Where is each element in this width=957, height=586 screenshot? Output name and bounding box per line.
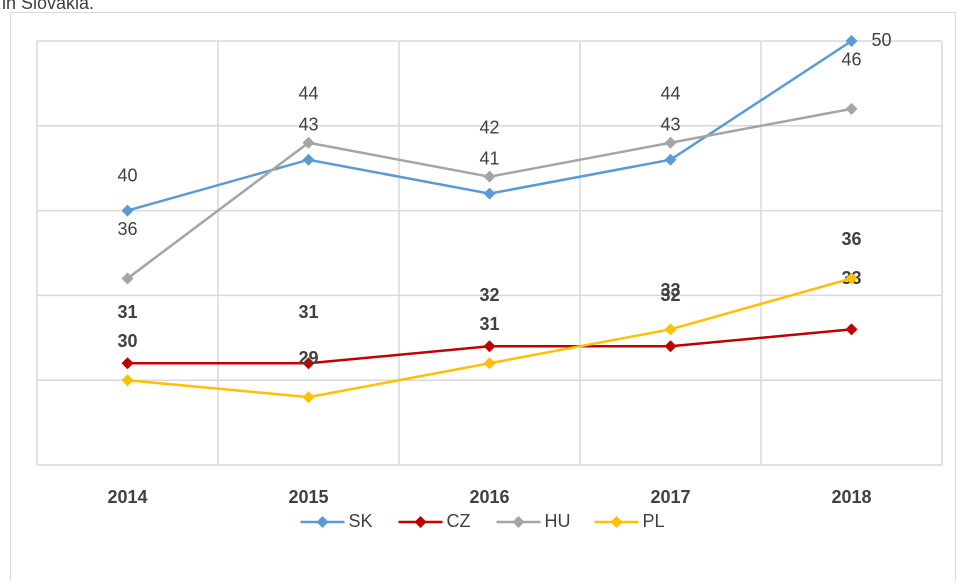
- legend-label: CZ: [447, 511, 471, 531]
- data-label: 50: [872, 30, 892, 50]
- data-label: 31: [298, 302, 318, 322]
- legend-marker: [610, 516, 623, 528]
- legend-marker: [414, 516, 427, 528]
- caption: in Slovakia.: [2, 0, 94, 13]
- data-point: [121, 204, 134, 217]
- data-point: [845, 272, 858, 285]
- data-point: [664, 153, 677, 166]
- data-label: 31: [117, 302, 137, 322]
- data-point: [483, 357, 496, 370]
- data-point: [664, 136, 677, 149]
- chart-frame: [10, 12, 956, 586]
- legend-label: HU: [545, 511, 571, 531]
- data-point: [302, 136, 315, 149]
- data-label: 29: [298, 348, 318, 368]
- data-point: [664, 340, 677, 353]
- data-label: 30: [117, 331, 137, 351]
- data-label: 43: [298, 114, 318, 134]
- data-label: 32: [479, 285, 499, 305]
- data-label: 40: [117, 165, 137, 185]
- data-point: [302, 357, 315, 370]
- data-point: [483, 340, 496, 353]
- data-point: [664, 323, 677, 336]
- data-point: [845, 323, 858, 336]
- data-point: [302, 391, 315, 404]
- legend-label: SK: [349, 511, 373, 531]
- data-label: 41: [479, 148, 499, 168]
- data-label: 36: [117, 219, 137, 239]
- data-label: 44: [660, 84, 680, 104]
- data-label: 36: [841, 229, 861, 249]
- data-point: [845, 35, 858, 47]
- data-point: [845, 102, 858, 115]
- x-tick-label: 2015: [288, 487, 328, 507]
- data-point: [121, 374, 134, 387]
- legend-marker: [316, 516, 329, 528]
- legend-label: PL: [643, 511, 665, 531]
- legend-marker: [512, 516, 525, 528]
- data-point: [121, 272, 134, 285]
- data-label: 46: [841, 50, 861, 70]
- x-tick-label: 2014: [107, 487, 147, 507]
- x-tick-label: 2017: [650, 487, 690, 507]
- x-tick-label: 2016: [469, 487, 509, 507]
- data-label: 32: [660, 285, 680, 305]
- data-point: [302, 153, 315, 166]
- data-label: 33: [660, 280, 680, 300]
- data-point: [483, 187, 496, 200]
- data-label: 31: [479, 314, 499, 334]
- x-tick-label: 2018: [831, 487, 871, 507]
- data-label: 44: [298, 84, 318, 104]
- data-point: [121, 357, 134, 370]
- data-label: 42: [479, 117, 499, 137]
- data-label: 43: [660, 114, 680, 134]
- data-point: [483, 170, 496, 183]
